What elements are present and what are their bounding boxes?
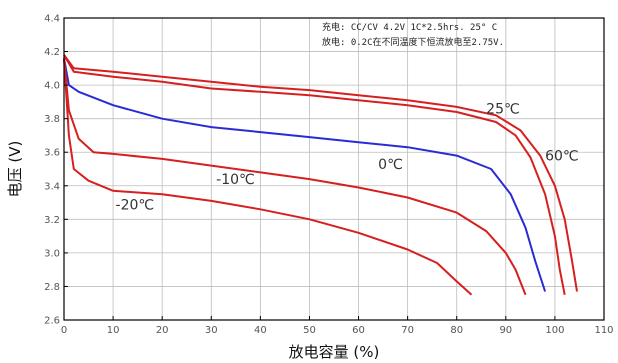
- x-tick-label: 30: [205, 325, 218, 336]
- series-line: [63, 58, 547, 292]
- y-tick-label: 2.6: [44, 316, 60, 327]
- series-line: [63, 54, 566, 295]
- x-tick-label: 100: [545, 325, 564, 336]
- y-tick-label: 4.0: [44, 81, 60, 92]
- series-line: [63, 58, 527, 296]
- discharge-curves: [63, 54, 578, 296]
- x-tick-label: 20: [156, 325, 169, 336]
- conditions-note: 充电: CC/CV 4.2V 1C*2.5hrs. 25° C 放电: 0.2C…: [322, 21, 504, 48]
- x-tick-label: 0: [61, 325, 67, 336]
- plot-frame: [63, 17, 605, 321]
- series-label: 25℃: [486, 102, 520, 118]
- curve-labels: 60℃ 25℃ 0℃ -10℃ -20℃: [116, 102, 579, 214]
- series-label: 0℃: [378, 157, 403, 173]
- x-tick-label: 10: [107, 325, 120, 336]
- x-tick-label: 40: [254, 325, 267, 336]
- y-tick-label: 4.4: [44, 14, 60, 25]
- discharge-condition: 放电: 0.2C在不同温度下恒流放电至2.75V.: [322, 36, 504, 48]
- y-tick-label: 3.6: [44, 148, 60, 159]
- x-tick-label: 110: [594, 325, 613, 336]
- series-label: -10℃: [216, 172, 255, 188]
- x-tick-label: 70: [401, 325, 414, 336]
- y-tick-label: 3.0: [44, 248, 60, 259]
- x-axis-label: 放电容量 (%): [289, 343, 380, 361]
- y-tick-label: 3.4: [44, 181, 60, 192]
- y-tick-label: 2.8: [44, 282, 60, 293]
- axis-ticks: 0 10 20 30 40 50 60 70 80 90 100 110 2.6 2.8 3.0 3.2 3.4…: [44, 14, 613, 337]
- series-line: [63, 58, 473, 296]
- x-tick-label: 60: [352, 325, 365, 336]
- series-line: [63, 54, 578, 292]
- charge-condition: 充电: CC/CV 4.2V 1C*2.5hrs. 25° C: [322, 21, 497, 33]
- x-tick-label: 90: [499, 325, 512, 336]
- x-tick-label: 50: [303, 325, 316, 336]
- series-label: 60℃: [545, 149, 579, 165]
- y-tick-label: 3.2: [44, 215, 60, 226]
- y-tick-label: 3.8: [44, 114, 60, 125]
- grid: [64, 18, 604, 320]
- series-label: -20℃: [116, 197, 155, 213]
- y-axis-label: 电压 (V): [6, 141, 24, 198]
- x-tick-label: 80: [450, 325, 463, 336]
- y-tick-label: 4.2: [44, 47, 60, 58]
